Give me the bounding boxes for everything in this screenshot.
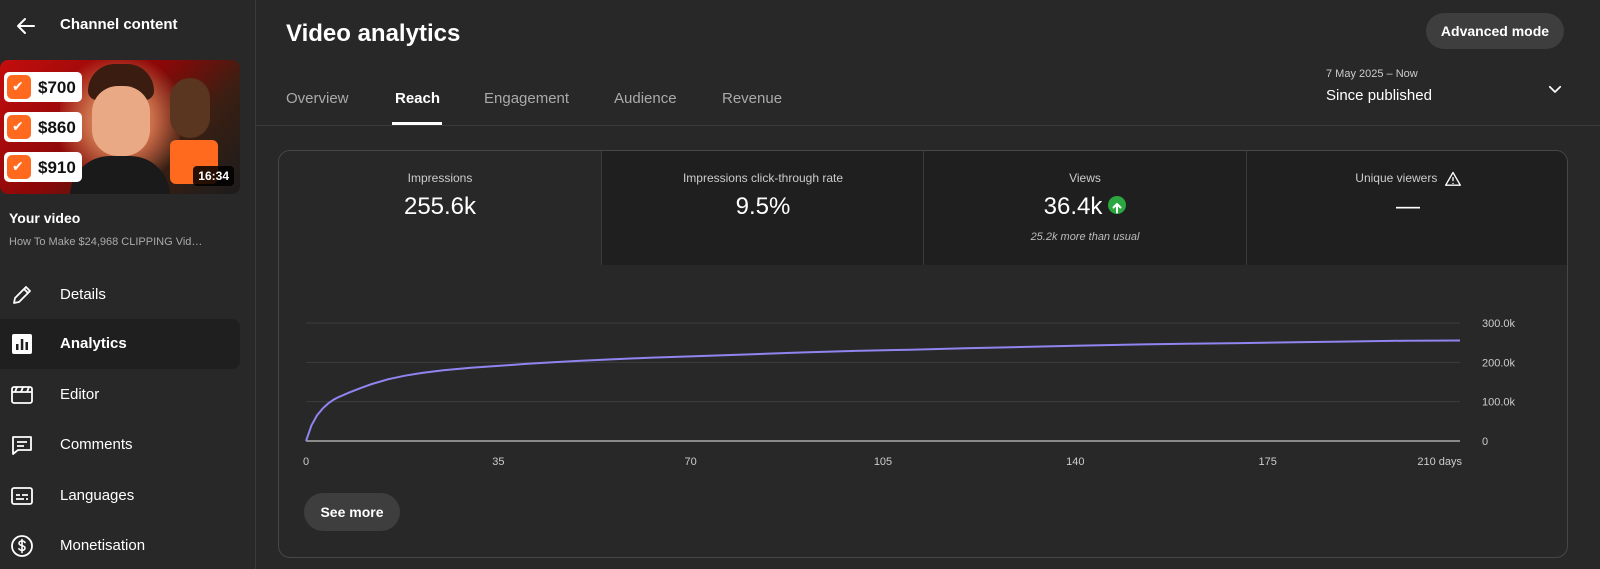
x-tick-label: 70 — [685, 456, 697, 468]
metric-value: 255.6k — [403, 193, 477, 220]
tabs-divider — [256, 125, 1600, 126]
reach-card: Impressions 255.6k Impressions click-thr… — [278, 150, 1568, 558]
metric-ctr[interactable]: Impressions click-through rate 9.5% — [602, 151, 924, 265]
metric-unique-viewers[interactable]: Unique viewers — — [1247, 151, 1567, 265]
date-range-label: Since published — [1326, 87, 1432, 104]
thumbnail-face — [92, 86, 150, 156]
metric-views[interactable]: Views 36.4k 25.2k more than usual — [924, 151, 1246, 265]
back-button[interactable] — [8, 8, 44, 44]
metric-label: Impressions — [407, 171, 473, 185]
dollar-icon — [11, 535, 33, 557]
price-tag: $910 — [4, 150, 82, 182]
metric-divider — [601, 151, 602, 265]
clapperboard-icon — [11, 386, 33, 404]
main-content: Video analytics Advanced mode Overview R… — [256, 0, 1600, 569]
sidebar-title: Channel content — [60, 16, 178, 33]
x-tick-label: 140 — [1066, 456, 1084, 468]
tab-revenue[interactable]: Revenue — [722, 90, 783, 107]
sidebar-item-editor[interactable]: Editor — [0, 370, 240, 420]
tab-engagement[interactable]: Engagement — [484, 90, 570, 107]
metric-value: — — [1396, 193, 1420, 220]
metric-value: 9.5% — [735, 193, 791, 220]
sidebar-item-languages[interactable]: Languages — [0, 471, 240, 521]
x-tick-label: 35 — [492, 456, 504, 468]
arrow-back-icon — [17, 18, 35, 34]
metric-value: 36.4k — [1043, 193, 1103, 220]
y-tick-label: 300.0k — [1482, 318, 1516, 330]
price-tag-value: $910 — [38, 158, 76, 177]
metric-label-row: Unique viewers — [1247, 171, 1567, 187]
date-range-picker[interactable]: 7 May 2025 – Now Since published — [1326, 62, 1576, 112]
sidebar-item-label: Languages — [60, 487, 135, 504]
sidebar-item-details[interactable]: Details — [0, 270, 240, 320]
x-tick-label: 105 — [874, 456, 892, 468]
price-tag-value: $700 — [38, 78, 76, 97]
warning-icon[interactable] — [1444, 171, 1461, 187]
analytics-icon — [12, 334, 32, 354]
tab-audience[interactable]: Audience — [614, 90, 677, 107]
tab-overview[interactable]: Overview — [286, 90, 349, 107]
sidebar-item-label: Details — [60, 286, 106, 303]
video-thumbnail[interactable]: $700 $860 $910 16:34 — [0, 60, 240, 194]
chevron-down-icon — [1548, 85, 1562, 93]
metric-value-row: 36.4k — [924, 193, 1246, 221]
sidebar-item-monetisation[interactable]: Monetisation — [0, 521, 240, 569]
x-tick-label: 210 days — [1417, 456, 1462, 468]
metric-label: Impressions click-through rate — [682, 171, 844, 185]
y-tick-label: 200.0k — [1482, 357, 1516, 369]
impressions-chart: 0 100.0k 200.0k 300.0k 0 35 70 105 140 175 210 day… — [303, 318, 1516, 468]
metric-divider — [923, 151, 924, 265]
see-more-button[interactable]: See more — [304, 493, 400, 531]
sidebar-item-label: Comments — [60, 436, 133, 453]
y-tick-label: 100.0k — [1482, 397, 1516, 409]
advanced-mode-button[interactable]: Advanced mode — [1426, 13, 1564, 49]
sidebar: Channel content $700 $860 $910 16:34 You… — [0, 0, 256, 569]
metric-label: Unique viewers — [1355, 171, 1438, 185]
metric-label: Views — [1069, 171, 1101, 185]
sidebar-header: Channel content — [0, 0, 256, 52]
impressions-line — [305, 339, 1461, 442]
sidebar-item-label: Analytics — [60, 335, 127, 352]
price-tag: $700 — [4, 70, 82, 102]
thumbnail-person-2 — [170, 78, 210, 138]
sidebar-item-label: Editor — [60, 386, 100, 403]
pencil-icon — [13, 286, 31, 304]
whop-logo-icon — [7, 150, 31, 182]
y-tick-label: 0 — [1482, 436, 1488, 448]
price-tag: $860 — [4, 110, 82, 142]
comment-icon — [12, 436, 32, 455]
your-video-label: Your video — [9, 210, 81, 226]
x-tick-label: 0 — [303, 456, 309, 468]
sidebar-item-label: Monetisation — [60, 537, 146, 554]
arrow-up-icon — [1108, 195, 1127, 214]
metric-subtext: 25.2k more than usual — [1030, 231, 1140, 243]
sidebar-item-comments[interactable]: Comments — [0, 420, 240, 470]
page-title: Video analytics — [286, 20, 461, 47]
whop-logo-icon — [7, 110, 31, 142]
video-duration: 16:34 — [193, 166, 234, 186]
whop-logo-icon — [7, 70, 31, 102]
sidebar-item-analytics[interactable]: Analytics — [0, 319, 240, 369]
video-title[interactable]: How To Make $24,968 CLIPPING Vid… — [9, 236, 203, 248]
date-range-text: 7 May 2025 – Now — [1326, 68, 1418, 80]
x-tick-label: 175 — [1258, 456, 1276, 468]
subtitles-icon — [11, 487, 33, 505]
metric-divider — [1246, 151, 1247, 265]
price-tag-value: $860 — [38, 118, 76, 137]
tab-active-indicator — [392, 122, 442, 125]
tab-reach[interactable]: Reach — [395, 90, 441, 107]
metric-impressions[interactable]: Impressions 255.6k — [279, 151, 601, 265]
